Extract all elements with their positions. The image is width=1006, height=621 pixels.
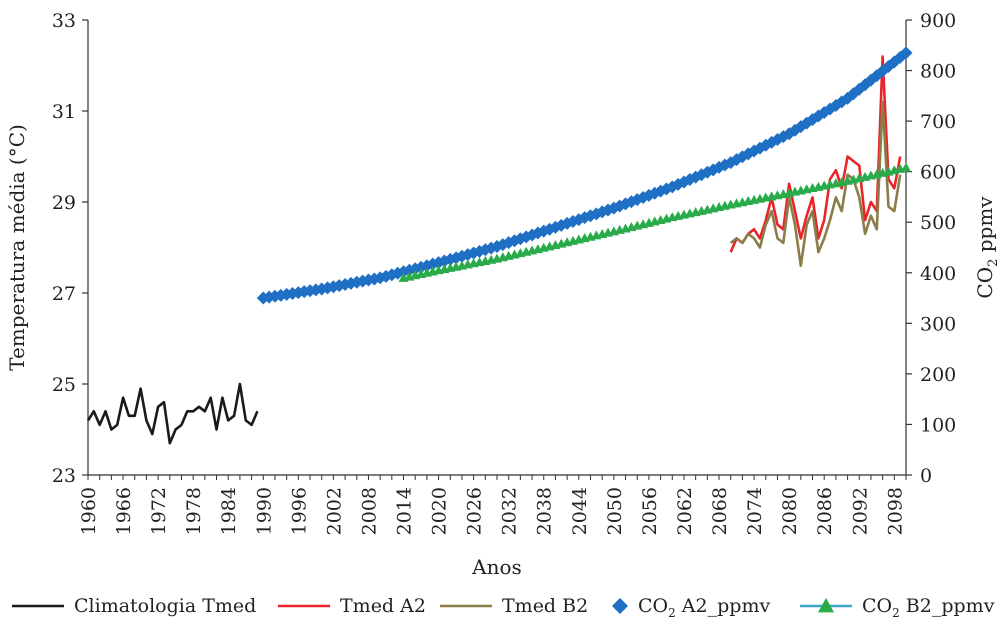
x-tick-label: 1972 <box>148 487 170 535</box>
legend-item: Climatologia Tmed <box>12 595 256 617</box>
x-tick-label: 1966 <box>113 487 135 535</box>
legend-item: Tmed B2 <box>440 595 588 617</box>
y-right-tick-label: 700 <box>920 111 956 133</box>
y-left-tick-label: 33 <box>52 10 76 32</box>
x-tick-label: 2002 <box>323 487 345 535</box>
x-tick-label: 1990 <box>253 487 275 535</box>
series-line-tmed-a2 <box>729 55 902 253</box>
y-right-tick-label: 0 <box>920 465 932 487</box>
x-tick-label: 1978 <box>183 487 205 535</box>
y-left-tick-label: 27 <box>52 283 76 305</box>
y-right-tick-label: 300 <box>920 313 956 335</box>
legend-label: Tmed B2 <box>502 595 588 617</box>
x-tick-label: 2074 <box>744 487 766 535</box>
y-left-tick-label: 29 <box>52 192 76 214</box>
legend-swatch <box>612 598 628 614</box>
legend-item: CO2 A2_ppmv <box>612 595 770 620</box>
y-left-tick-label: 25 <box>52 374 76 396</box>
y-right-tick-label: 100 <box>920 414 956 436</box>
x-tick-label: 1984 <box>218 487 240 535</box>
legend-label: CO2 B2_ppmv <box>862 595 995 620</box>
series-line-climatologia-tmed <box>86 382 259 445</box>
y-left-tick-label: 23 <box>52 465 76 487</box>
point-co-a2-ppmv <box>502 236 516 250</box>
y-right-axis-title: CO2 ppmv <box>973 196 1001 299</box>
x-tick-label: 2008 <box>358 487 380 535</box>
y-left-tick-label: 31 <box>52 101 76 123</box>
legend-label: Tmed A2 <box>340 595 426 617</box>
x-tick-label: 2068 <box>709 487 731 535</box>
x-tick-label: 2086 <box>814 487 836 535</box>
x-axis-title: Anos <box>471 555 522 579</box>
legend-label: Climatologia Tmed <box>74 595 256 617</box>
x-tick-label: 2062 <box>674 487 696 535</box>
point-co-a2-ppmv <box>899 46 913 60</box>
legend-item: CO2 B2_ppmv <box>800 595 995 620</box>
x-tick-label: 2098 <box>884 487 906 535</box>
legend-label: CO2 A2_ppmv <box>638 595 770 620</box>
y-right-tick-label: 900 <box>920 10 956 32</box>
series-line-tmed-b2 <box>729 100 902 267</box>
x-tick-label: 2038 <box>534 487 556 535</box>
y-right-tick-label: 800 <box>920 61 956 83</box>
y-right-tick-label: 200 <box>920 364 956 386</box>
y-right-tick-label: 500 <box>920 212 956 234</box>
x-tick-label: 2014 <box>394 487 416 535</box>
x-tick-label: 2026 <box>464 487 486 535</box>
x-tick-label: 1996 <box>288 487 310 535</box>
y-left-axis-title: Temperatura média (°C) <box>5 124 29 371</box>
x-tick-label: 2032 <box>499 487 521 535</box>
x-tick-label: 2050 <box>604 487 626 535</box>
x-tick-label: 2080 <box>779 487 801 535</box>
x-tick-label: 2092 <box>849 487 871 535</box>
x-tick-label: 2056 <box>639 487 661 535</box>
legend-swatch <box>818 598 834 613</box>
x-tick-label: 1960 <box>78 487 100 535</box>
y-right-tick-label: 600 <box>920 162 956 184</box>
x-tick-label: 2044 <box>569 487 591 535</box>
y-right-tick-label: 400 <box>920 263 956 285</box>
point-co-b2-ppmv <box>901 162 911 172</box>
legend-item: Tmed A2 <box>278 595 426 617</box>
x-tick-label: 2020 <box>429 487 451 535</box>
